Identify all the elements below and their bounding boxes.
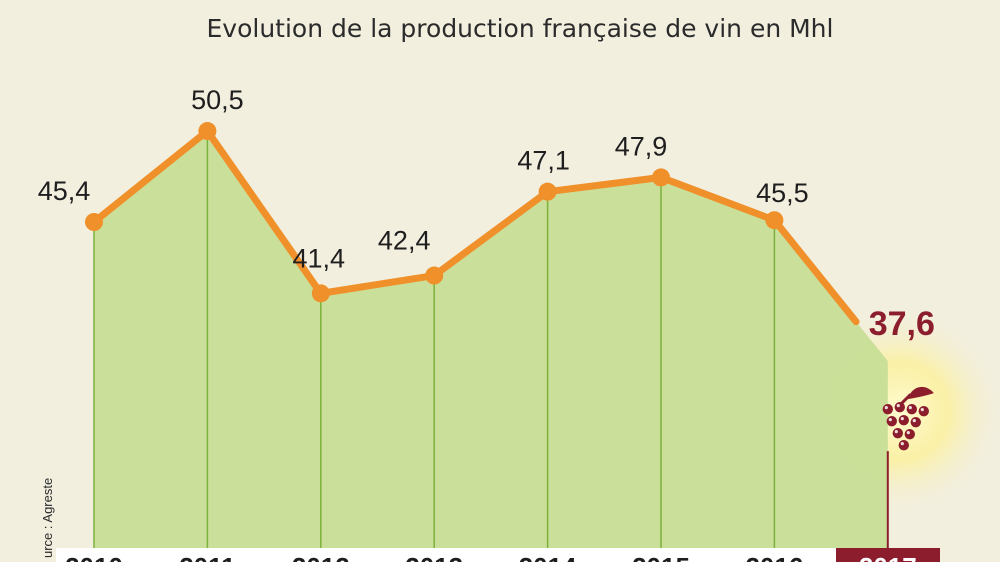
value-label-2010: 45,4	[38, 176, 91, 206]
grape-berry	[894, 401, 905, 413]
grape-icon	[882, 386, 934, 451]
grape-berry	[898, 414, 909, 426]
data-point-2015	[652, 168, 670, 187]
x-tick-label: 2013	[405, 552, 463, 562]
value-label-2013: 42,4	[378, 226, 431, 256]
x-tick-label: 2014	[519, 552, 577, 562]
grape-berry-highlight	[912, 419, 916, 423]
value-label-2014: 47,1	[517, 146, 570, 176]
data-point-2013	[425, 266, 444, 285]
year-axis-highlight	[836, 548, 940, 562]
grape-berry-highlight	[906, 431, 910, 435]
value-label-2015: 47,9	[615, 131, 668, 161]
chart-subtitle: Evolution de la production française de …	[206, 14, 834, 43]
area-fill	[94, 131, 888, 562]
grape-berry	[918, 405, 929, 417]
grape-berry	[904, 428, 915, 440]
grape-berry	[906, 403, 917, 415]
grape-berry	[886, 415, 897, 427]
grape-leaf	[907, 386, 934, 400]
x-tick-label: 2016	[745, 552, 803, 562]
data-point-2011	[198, 122, 217, 141]
x-tick-label: 2012	[292, 552, 350, 562]
grape-berry-highlight	[900, 442, 904, 446]
grape-berry-highlight	[884, 406, 888, 410]
grape-berry-highlight	[888, 418, 892, 422]
value-label-2017: 37,6	[869, 305, 935, 343]
grape-berry	[892, 427, 903, 439]
value-label-2016: 45,5	[756, 178, 809, 208]
value-label-2012: 41,4	[293, 243, 346, 273]
source-note: urce : Agreste	[40, 477, 55, 558]
grape-berry-highlight	[900, 417, 904, 421]
grape-berry-highlight	[894, 430, 898, 434]
grape-berry	[898, 439, 909, 451]
grape-berry-highlight	[920, 408, 924, 412]
value-label-2011: 50,5	[191, 85, 244, 115]
x-tick-label: 2017	[859, 552, 917, 562]
data-point-2010	[85, 213, 103, 231]
grape-berry	[882, 403, 893, 415]
year-axis-band	[56, 548, 836, 562]
grape-berry	[910, 416, 921, 428]
series-line	[90, 127, 860, 326]
x-tick-label: 2011	[179, 552, 235, 562]
data-point-2014	[538, 182, 557, 201]
data-point-2016	[765, 211, 784, 230]
x-tick-label: 2010	[65, 552, 123, 562]
grape-berry-highlight	[908, 406, 912, 410]
grape-stem	[900, 393, 912, 405]
x-tick-label: 2015	[632, 552, 690, 562]
data-point-2012	[311, 284, 330, 303]
grape-berry-highlight	[896, 404, 900, 408]
